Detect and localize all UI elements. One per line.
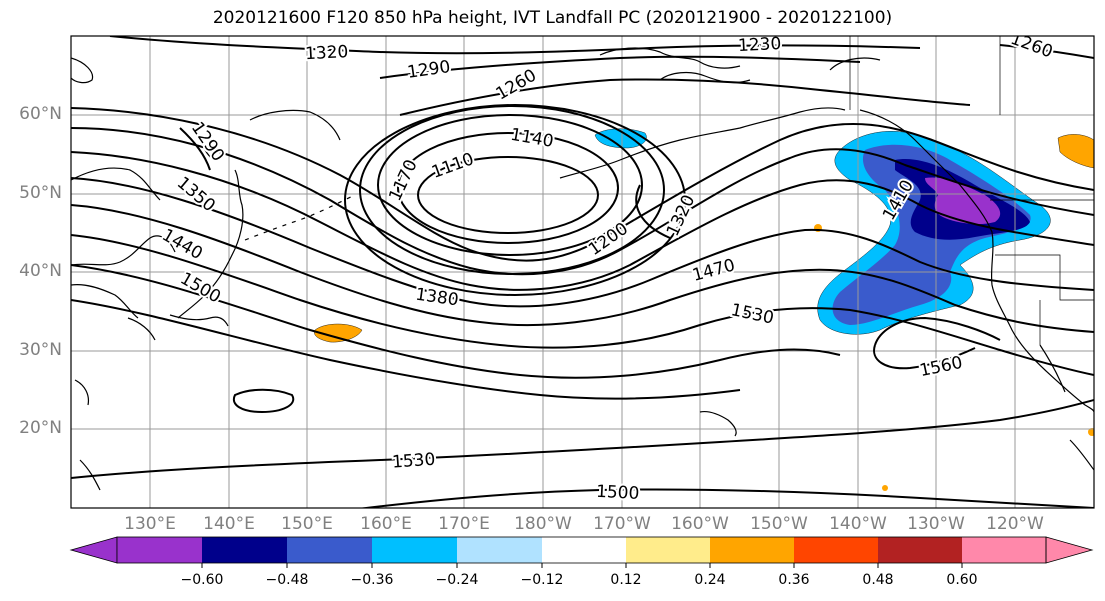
colorbar-segment (287, 537, 372, 563)
colorbar-tick-label: 0.60 (946, 572, 978, 588)
colorbar-segment (457, 537, 542, 563)
contour-label: 1500 (596, 482, 640, 504)
colorbar-tick-label: −0.24 (435, 572, 479, 588)
lon-label: 130°W (907, 514, 965, 534)
lon-label: 160°E (360, 514, 412, 534)
colorbar-tick-label: 0.48 (862, 572, 894, 588)
ivt-blob-west-pacific (314, 323, 363, 343)
gridlines (71, 36, 1094, 508)
ivt-dot-3 (1088, 428, 1094, 436)
colorbar-tick-label: −0.48 (265, 572, 309, 588)
coastlines (71, 47, 1094, 491)
map-frame (70, 35, 1095, 509)
colorbar-extend-low (69, 536, 118, 564)
colorbar-tick-label: −0.12 (520, 572, 564, 588)
map-title: 2020121600 F120 850 hPa height, IVT Land… (212, 8, 893, 28)
contour-label: 1320 (305, 42, 349, 64)
contour-label: 1530 (391, 450, 436, 473)
lat-label: 50°N (19, 183, 62, 203)
colorbar-tick-label: 0.36 (778, 572, 810, 588)
lon-label: 180°W (514, 514, 572, 534)
lon-label: 170°W (593, 514, 651, 534)
colorbar-segment (626, 537, 710, 563)
colorbar (69, 536, 1094, 568)
ivt-blob-northeast (1057, 134, 1094, 169)
lat-label: 60°N (19, 104, 62, 124)
lat-label: 20°N (19, 418, 62, 438)
lon-label: 150°W (750, 514, 808, 534)
colorbar-tick-label: −0.60 (180, 572, 224, 588)
colorbar-segment (372, 537, 457, 563)
lon-label: 120°W (986, 514, 1044, 534)
height-contours (71, 36, 1094, 508)
colorbar-segment (878, 537, 962, 563)
lon-label: 140°E (203, 514, 255, 534)
colorbar-extend-high (1045, 536, 1094, 564)
ivt-dot-2 (882, 485, 888, 491)
lon-label: 140°W (829, 514, 887, 534)
colorbar-segment (710, 537, 794, 563)
colorbar-segment (202, 537, 287, 563)
lon-label: 150°E (281, 514, 333, 534)
colorbar-tick-label: 0.24 (694, 572, 726, 588)
lon-label: 160°W (671, 514, 729, 534)
lon-label: 130°E (124, 514, 176, 534)
borders (849, 36, 1094, 345)
colorbar-segment (117, 537, 202, 563)
contour-label: 1230 (738, 34, 782, 56)
colorbar-tick-label: 0.12 (610, 572, 642, 588)
lat-label: 40°N (19, 261, 62, 281)
colorbar-segment (962, 537, 1046, 563)
colorbar-segment (542, 537, 626, 563)
colorbar-tick-label: −0.36 (350, 572, 394, 588)
lat-label: 30°N (19, 340, 62, 360)
colorbar-segment (794, 537, 878, 563)
lon-label: 170°E (438, 514, 490, 534)
ivt-shading (314, 128, 1094, 491)
